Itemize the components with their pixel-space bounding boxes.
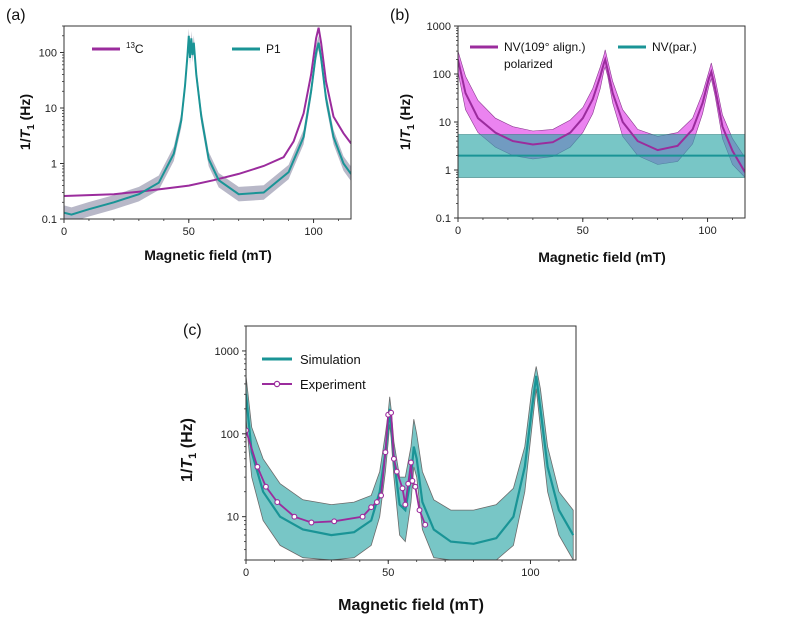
legend-a-c13-name: C — [135, 42, 144, 56]
series-exp-point — [254, 463, 261, 470]
panel-c-ytick-label: 10 — [227, 512, 239, 524]
legend-a-c13-label: 13C — [126, 41, 144, 56]
panel-a-xtick-label: 100 — [304, 226, 322, 238]
panel-a-ytick-label: 10 — [45, 103, 57, 115]
panel-a-ylabel-unit: (Hz) — [17, 94, 33, 124]
panel-c-ytick-label: 1000 — [215, 346, 239, 358]
panel-a-ylabel: 1/T1 (Hz) — [17, 94, 37, 150]
series-exp-point — [388, 409, 395, 416]
legend-b-nv109-label2: polarized — [504, 57, 553, 71]
panel-c-ylabel-sub: 1 — [187, 453, 199, 459]
series-exp-point — [373, 499, 380, 506]
panel-a-xtick-label: 0 — [61, 226, 67, 238]
panel-b-ytick-label: 0.1 — [436, 213, 451, 225]
panel-a-bands — [64, 28, 351, 219]
series-exp-point — [412, 483, 419, 490]
series-exp-point — [368, 504, 375, 511]
series-exp-point — [408, 459, 414, 466]
legend-b-nv109-label: NV(109° align.) — [504, 40, 586, 54]
panel-a-frame — [63, 25, 352, 220]
series-exp-point — [422, 521, 429, 528]
legend-b-nvpar-label: NV(par.) — [652, 40, 697, 54]
legend-a-c13-super: 13 — [126, 41, 135, 50]
panel-b-ylabel-unit: (Hz) — [397, 94, 413, 124]
panel-b-ytick-label: 1000 — [427, 21, 451, 33]
legend-a-p1-label: P1 — [266, 42, 281, 56]
panel-a-ylabel-italic: T — [17, 128, 33, 138]
panel-c-lines — [246, 375, 575, 545]
legend-c-sim-label: Simulation — [300, 352, 361, 367]
panel-a-ylabel-sub: 1 — [26, 124, 37, 130]
panel-b: (b) 0 50 100 0.1 1 10 100 1000 Magnetic field (… — [390, 7, 746, 265]
panel-a-ytick-label: 1 — [51, 158, 57, 170]
panel-b-ytick-label: 100 — [433, 69, 451, 81]
legend-c-exp-label: Experiment — [300, 377, 366, 392]
panel-b-ylabel-main: 1/ — [397, 138, 413, 150]
series-exp-point — [308, 519, 315, 526]
series-exp-point — [409, 477, 416, 484]
panel-c-ticks: 0 50 100 10 100 1000 — [215, 325, 560, 579]
panel-b-ytick-label: 1 — [445, 165, 451, 177]
panel-b-ylabel: 1/T1 (Hz) — [397, 94, 417, 150]
panel-c-xlabel: Magnetic field (mT) — [338, 597, 484, 614]
panel-a-xlabel: Magnetic field (mT) — [144, 247, 272, 263]
series-exp-line — [246, 411, 427, 526]
panel-b-label: (b) — [390, 7, 410, 24]
series-exp-point — [274, 499, 281, 506]
panel-c-ylabel-italic: T — [179, 458, 196, 469]
panel-a-xtick-label: 50 — [183, 226, 195, 238]
series-exp-point — [382, 449, 389, 456]
series-exp-point — [416, 507, 423, 514]
series-p1-band — [64, 28, 351, 219]
series-exp-point — [402, 501, 409, 508]
panel-b-xlabel: Magnetic field (mT) — [538, 249, 666, 265]
panel-a-ytick-label: 0.1 — [42, 214, 57, 226]
series-sim-line — [246, 375, 575, 545]
series-exp-point — [390, 455, 397, 462]
series-exp-point — [359, 513, 366, 520]
panel-a-label: (a) — [6, 7, 26, 24]
panel-c-frame — [245, 325, 577, 561]
panel-a-ylabel-main: 1/ — [17, 138, 33, 150]
panel-b-ylabel-sub: 1 — [406, 124, 417, 130]
panel-b-ticks: 0 50 100 0.1 1 10 100 1000 — [427, 21, 733, 237]
series-exp-point — [291, 513, 298, 520]
series-p1-line — [64, 35, 351, 216]
panel-a-ticks: 0 50 100 0.1 1 10 100 — [39, 25, 339, 238]
series-exp-point — [262, 483, 269, 490]
panel-b-ylabel-italic: T — [397, 128, 413, 138]
series-exp-point — [393, 468, 400, 475]
panel-a-lines — [64, 27, 351, 216]
series-exp-point — [399, 485, 406, 492]
series-exp-point — [405, 480, 412, 487]
panel-c-legend: Simulation Experiment — [262, 352, 366, 392]
panel-c-ylabel-main: 1/ — [179, 468, 196, 482]
panel-c-label: (c) — [183, 322, 202, 339]
panel-b-legend: NV(109° align.) polarized NV(par.) — [470, 40, 697, 71]
panel-a-legend: 13C P1 — [92, 41, 281, 56]
panel-b-ytick-label: 10 — [439, 117, 451, 129]
legend-c-exp-marker — [273, 380, 281, 388]
panel-b-lines — [458, 56, 745, 173]
panel-b-xtick-label: 100 — [698, 225, 716, 237]
panel-c-ylabel-unit: (Hz) — [179, 418, 196, 453]
panel-c-xtick-label: 0 — [243, 567, 249, 579]
panel-c-ylabel: 1/T1 (Hz) — [179, 418, 199, 482]
series-nv109-line — [458, 56, 745, 173]
panel-c-ytick-label: 100 — [221, 429, 239, 441]
series-exp-point — [378, 492, 385, 499]
series-exp-point — [331, 518, 338, 525]
panel-b-xtick-label: 50 — [577, 225, 589, 237]
panel-b-xtick-label: 0 — [455, 225, 461, 237]
panel-a-ytick-label: 100 — [39, 47, 57, 59]
panel-c-xtick-label: 50 — [382, 567, 394, 579]
panel-c-xtick-label: 100 — [521, 567, 539, 579]
